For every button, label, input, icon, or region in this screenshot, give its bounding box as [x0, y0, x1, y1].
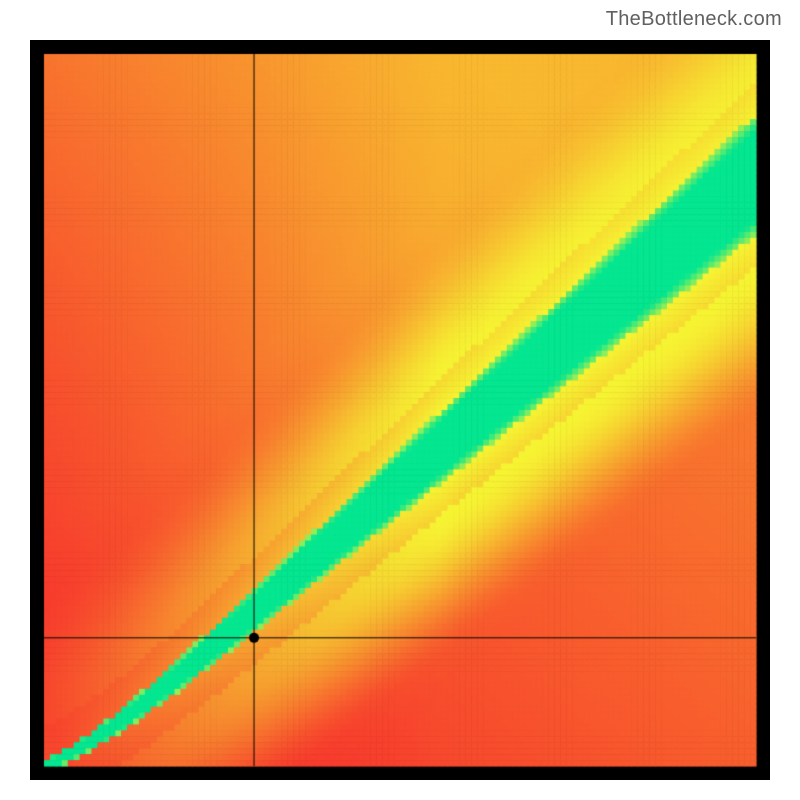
- heatmap-canvas: [30, 40, 770, 780]
- attribution-label: TheBottleneck.com: [606, 8, 782, 31]
- bottleneck-heatmap: [30, 40, 770, 780]
